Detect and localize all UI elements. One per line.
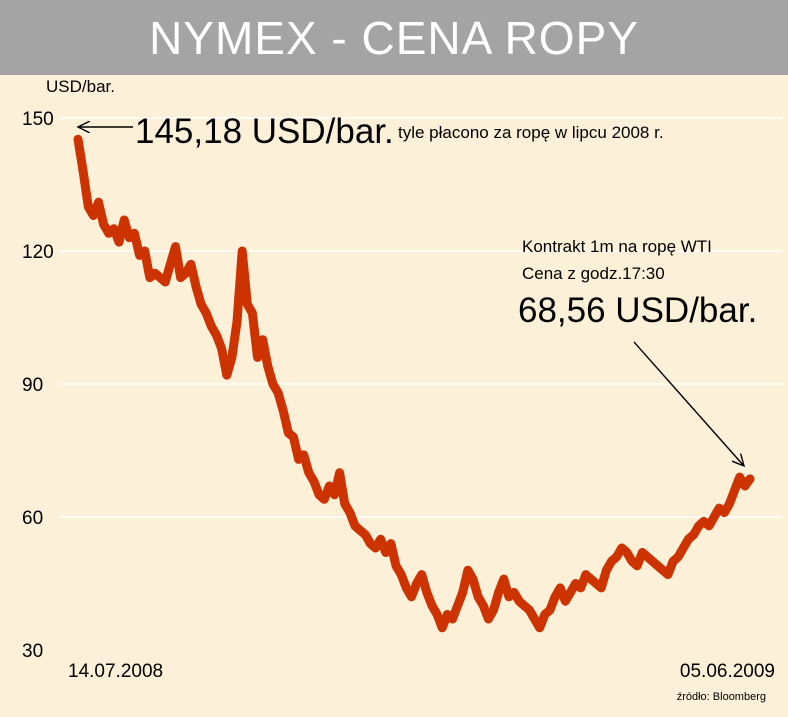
y-tick-labels: 30 60 90 120 150 [22,109,54,662]
y-tick-label: 60 [22,508,43,529]
chart-title: NYMEX - CENA ROPY [149,11,639,64]
source-label: źródło: Bloomberg [677,691,766,703]
peak-note-label: tyle płacono za ropę w lipcu 2008 r. [398,123,664,142]
y-tick-label: 30 [22,641,43,662]
y-tick-label: 90 [22,375,43,396]
y-axis-label: USD/bar. [46,77,115,96]
series-line-oil-price [73,134,755,633]
time-label: Cena z godz.17:30 [522,264,665,283]
y-tick-label: 150 [22,109,54,130]
grid [60,117,782,518]
peak-value-label: 145,18 USD/bar. [135,112,394,151]
current-arrow [633,341,744,466]
current-value-label: 68,56 USD/bar. [518,291,757,330]
title-bar: NYMEX - CENA ROPY [0,0,788,75]
y-tick-label: 120 [22,242,54,263]
x-end-label: 05.06.2009 [680,661,775,682]
x-start-label: 14.07.2008 [68,661,163,682]
contract-label: Kontrakt 1m na ropę WTI [522,237,712,256]
